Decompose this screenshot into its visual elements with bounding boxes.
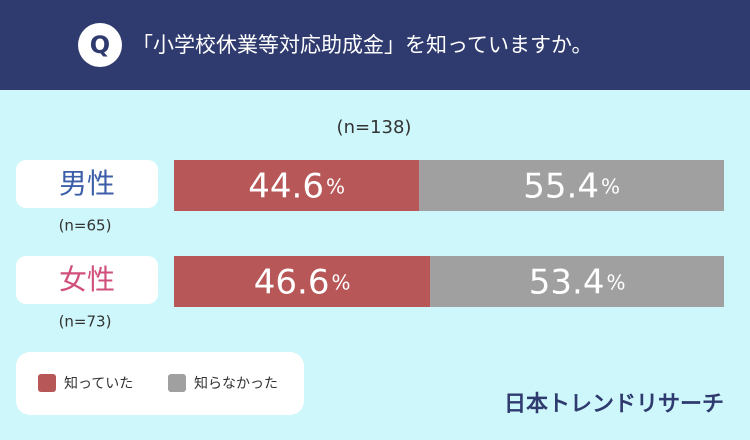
bar-segment [174, 256, 431, 307]
legend-swatch [38, 374, 56, 392]
bar-segment [419, 160, 724, 211]
bar-segment [430, 256, 724, 307]
value-label: 44.6% [248, 166, 345, 206]
category-box [16, 160, 158, 208]
category-box [16, 256, 158, 304]
value-label: 53.4% [529, 262, 626, 302]
value-label: 46.6% [254, 262, 351, 302]
header [0, 0, 750, 90]
badge: Q [90, 31, 110, 59]
brand: 日本トレンドリサーチ [504, 392, 724, 417]
question-title: 「小学校休業等対応助成金」を知っていますか。 [132, 33, 593, 57]
legend-box [16, 352, 304, 415]
bar-segment [174, 160, 420, 211]
category-note: (n=73) [59, 313, 112, 331]
badge-circle [78, 23, 122, 67]
category-label: 女性 [59, 263, 115, 296]
legend-swatch [168, 374, 186, 392]
legend-label: 知っていた [64, 375, 133, 392]
category-label: 男性 [59, 167, 115, 200]
subtitle: (n=138) [337, 117, 412, 138]
category-note: (n=65) [59, 217, 112, 235]
legend-label: 知らなかった [194, 375, 278, 392]
value-label: 55.4% [523, 166, 620, 206]
